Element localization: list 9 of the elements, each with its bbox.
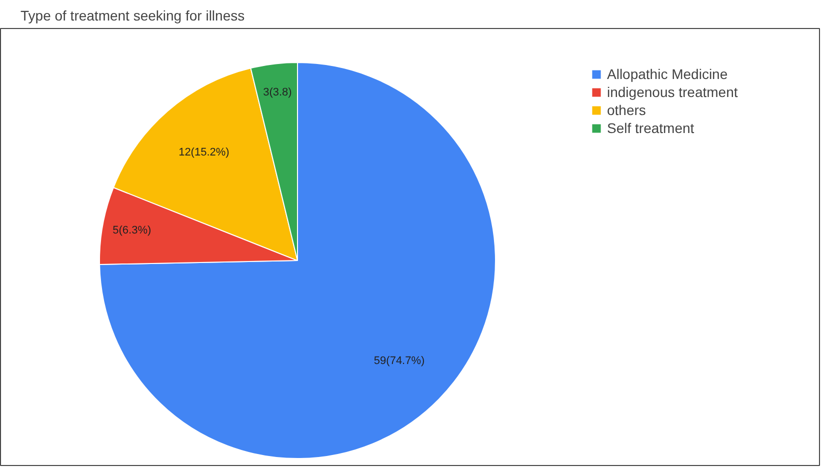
- legend-label: Allopathic Medicine: [607, 66, 728, 82]
- data-label: 59(74.7%): [374, 354, 425, 367]
- data-label: 5(6.3%): [112, 224, 152, 236]
- legend-label: others: [607, 102, 646, 118]
- data-label: 3(3.8): [263, 86, 292, 99]
- data-label: 12(15.2%): [178, 146, 230, 158]
- legend-label: Self treatment: [607, 120, 694, 136]
- legend-label: indigenous treatment: [607, 84, 738, 100]
- chart-title: Type of treatment seeking for illness: [20, 8, 245, 24]
